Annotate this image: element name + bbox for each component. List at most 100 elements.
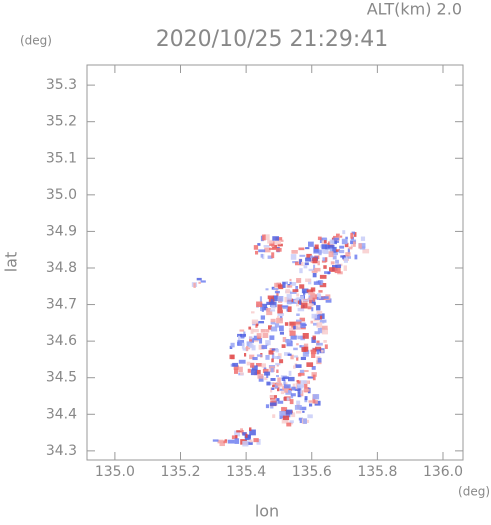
echo-cell xyxy=(322,238,328,241)
echo-cell xyxy=(238,359,246,364)
echo-cell xyxy=(293,325,298,330)
echo-cell xyxy=(266,310,273,316)
echo-cell xyxy=(332,238,337,245)
y-tick-label: 35.2 xyxy=(46,114,77,130)
echo-cell xyxy=(305,278,311,282)
echo-cell xyxy=(269,402,277,406)
echo-cell xyxy=(293,347,298,351)
echo-cell xyxy=(251,311,255,314)
echo-cell xyxy=(239,329,245,332)
echo-cell xyxy=(279,359,284,364)
echo-cell xyxy=(270,301,277,308)
echo-cell xyxy=(265,355,270,360)
y-tick-label: 34.9 xyxy=(46,223,77,239)
echo-cell xyxy=(307,414,313,419)
echo-cell xyxy=(314,314,320,320)
echo-cell xyxy=(317,236,322,241)
echo-cell xyxy=(297,391,301,398)
x-tick-label: 136.0 xyxy=(423,464,463,480)
echo-cell xyxy=(282,282,286,288)
echo-cell xyxy=(275,362,281,366)
echo-cell xyxy=(310,287,316,292)
echo-cell xyxy=(303,290,306,295)
echo-cell xyxy=(313,248,320,254)
x-tick-label: 135.6 xyxy=(292,464,332,480)
echo-cell xyxy=(271,358,274,363)
echo-cell xyxy=(238,366,243,373)
echo-cell xyxy=(351,231,355,235)
echo-cell xyxy=(229,354,235,360)
echo-cell xyxy=(312,335,316,340)
echo-cell xyxy=(289,420,294,424)
echo-cell xyxy=(311,301,316,306)
echo-cell xyxy=(323,296,329,299)
echo-cell xyxy=(294,321,302,326)
y-unit: (deg) xyxy=(20,34,52,48)
echo-cell xyxy=(299,259,303,265)
echo-cell xyxy=(241,430,244,434)
echo-cell xyxy=(353,232,357,237)
echo-cell xyxy=(260,315,266,320)
echo-cell xyxy=(288,327,294,332)
echo-cell xyxy=(290,393,296,397)
echo-cell xyxy=(285,339,291,343)
y-tick-label: 34.4 xyxy=(46,406,77,422)
echo-cell xyxy=(286,285,293,288)
x-unit: (deg) xyxy=(458,485,490,499)
echo-cell xyxy=(317,260,320,266)
echo-cell xyxy=(345,252,351,257)
echo-cell xyxy=(275,247,282,252)
echo-cell xyxy=(290,395,294,399)
echo-cell xyxy=(296,293,300,297)
echo-cell xyxy=(276,375,279,378)
echo-cell xyxy=(257,243,261,246)
echo-cell xyxy=(260,305,263,312)
echo-cell xyxy=(261,306,264,312)
echo-cell xyxy=(262,333,269,339)
echo-cell xyxy=(277,315,280,319)
echo-cell xyxy=(297,383,304,389)
echo-cell xyxy=(308,303,314,306)
echo-cell xyxy=(315,346,322,352)
echo-cell xyxy=(267,382,274,385)
echo-cell xyxy=(305,257,312,262)
echo-cell xyxy=(272,397,276,400)
echo-cell xyxy=(288,376,295,382)
echo-cell xyxy=(266,308,271,312)
echo-cell xyxy=(295,364,302,368)
echo-cell xyxy=(316,310,323,315)
y-tick-label: 34.5 xyxy=(46,370,77,386)
echo-cell xyxy=(289,291,297,294)
echo-cell xyxy=(310,320,314,324)
echo-cell xyxy=(229,345,233,349)
echo-cell xyxy=(270,321,276,325)
echo-cell xyxy=(275,239,281,245)
echo-cell xyxy=(247,368,251,373)
echo-cell xyxy=(249,343,254,349)
echo-cell xyxy=(309,403,313,407)
echo-cell xyxy=(272,414,276,418)
echo-cell xyxy=(290,354,294,360)
echo-cell xyxy=(259,337,263,344)
echo-cell xyxy=(268,325,272,330)
echo-cell xyxy=(285,391,292,395)
echo-cell xyxy=(269,335,275,340)
echo-cell xyxy=(246,341,252,347)
echo-cell xyxy=(347,248,350,254)
echo-cell xyxy=(286,409,293,415)
echo-cell xyxy=(303,388,310,392)
echo-cell xyxy=(321,328,328,335)
echo-cell xyxy=(248,336,253,340)
x-tick-label: 135.2 xyxy=(160,464,200,480)
echo-cell xyxy=(353,241,356,247)
echo-cell xyxy=(335,249,341,252)
echo-cell xyxy=(306,362,314,367)
echo-cell xyxy=(281,418,289,424)
echo-cell xyxy=(283,396,287,401)
echo-cell xyxy=(300,302,308,309)
echo-cell xyxy=(271,305,276,309)
echo-cell xyxy=(290,254,297,260)
echo-cell xyxy=(277,243,283,247)
echo-cell xyxy=(316,342,323,346)
